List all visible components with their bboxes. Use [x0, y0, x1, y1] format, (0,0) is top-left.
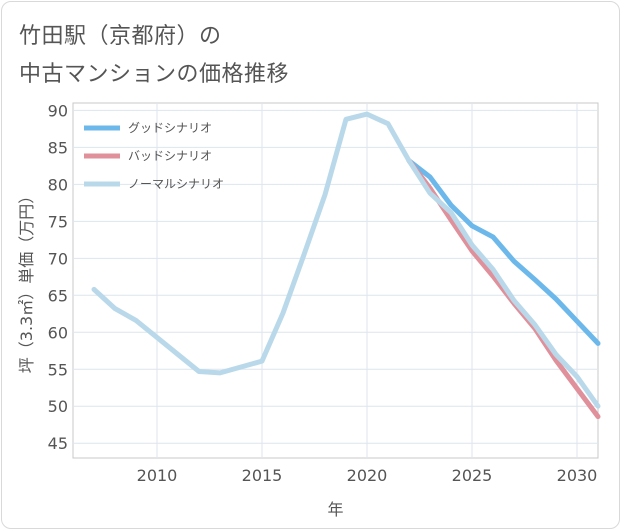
chart-title-line1: 竹田駅（京都府）の [19, 24, 222, 49]
x-axis-label: 年 [327, 500, 343, 519]
y-tick-label: 85 [48, 138, 68, 157]
legend-label-0: グッドシナリオ [128, 121, 212, 135]
y-tick-label: 50 [48, 397, 68, 416]
x-tick-label: 2015 [242, 466, 283, 485]
chart-title-line2: 中古マンションの価格推移 [19, 62, 290, 87]
y-axis-label: 坪（3.3㎡）単価（万円） [17, 188, 36, 373]
y-tick-label: 80 [48, 175, 68, 194]
y-tick-label: 90 [48, 101, 68, 120]
x-tick-label: 2010 [137, 466, 178, 485]
x-tick-label: 2025 [452, 466, 493, 485]
grid [72, 102, 599, 459]
x-tick-label: 2030 [557, 466, 598, 485]
y-tick-label: 70 [48, 249, 68, 268]
legend-label-1: バッドシナリオ [128, 149, 212, 163]
y-tick-label: 75 [48, 212, 68, 231]
y-tick-label: 60 [48, 323, 68, 342]
plot-frame [72, 102, 599, 459]
x-tick-label: 2020 [347, 466, 388, 485]
series-line-0 [406, 158, 601, 346]
y-tick-label: 55 [48, 360, 68, 379]
y-tick-label: 45 [48, 434, 68, 453]
legend-label-2: ノーマルシナリオ [128, 177, 224, 191]
series-lines [91, 111, 601, 420]
y-tick-label: 65 [48, 286, 68, 305]
series-line-2 [91, 111, 601, 409]
axes: 45 50 55 60 65 70 75 80 85 90 2010 2015 2020 2025 2030 [48, 101, 598, 485]
